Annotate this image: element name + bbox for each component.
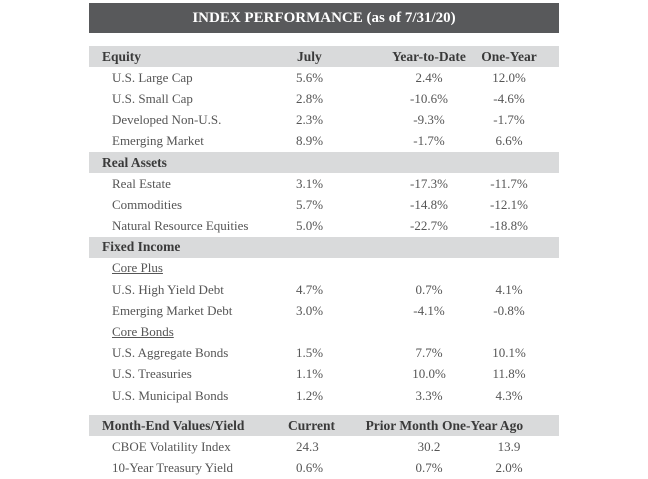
cell-col3: -12.1% [490, 196, 528, 212]
cell-col3: -11.7% [490, 175, 528, 191]
equity-header-row: Equity July Year-to-Date One-Year [89, 46, 559, 68]
cell-col2: -4.1% [413, 302, 445, 318]
cell-col2: -10.6% [410, 90, 448, 106]
cell-col1: 4.7% [296, 281, 324, 297]
row-label: Emerging Market Debt [112, 302, 233, 318]
row-label: U.S. Small Cap [112, 90, 193, 106]
col-header-prior-month: Prior Month [365, 417, 439, 433]
table-row: Commodities 5.7% -14.8% -12.1% [89, 194, 559, 215]
row-label: U.S. Municipal Bonds [112, 387, 229, 403]
subsection-label-core-plus: Core Plus [112, 260, 163, 276]
cell-col3: -4.6% [493, 90, 525, 106]
cell-col3: 13.9 [497, 438, 521, 454]
cell-col1: 2.3% [296, 112, 324, 128]
cell-col2: 7.7% [415, 345, 443, 361]
cell-col3: 2.0% [495, 460, 523, 476]
col-header-one-year: One-Year [481, 48, 537, 64]
section-label-fixed-income: Fixed Income [102, 239, 181, 255]
section-label-equity: Equity [102, 48, 142, 64]
index-performance-table: Equity July Year-to-Date One-Year U.S. L… [89, 46, 559, 479]
row-label: Real Estate [112, 175, 171, 191]
row-label: Natural Resource Equities [112, 218, 249, 234]
row-label: Emerging Market [112, 133, 204, 149]
cell-col2: -1.7% [413, 133, 445, 149]
real-assets-header-row: Real Assets [89, 151, 559, 174]
cell-col1: 5.0% [296, 218, 324, 234]
row-label: Commodities [112, 196, 183, 212]
cell-col3: -1.7% [493, 112, 525, 128]
table-row: CBOE Volatility Index 24.3 30.2 13.9 [89, 436, 559, 457]
row-label: U.S. Large Cap [112, 69, 193, 85]
cell-col2: -9.3% [413, 112, 445, 128]
cell-col3: -18.8% [490, 218, 528, 234]
table-row: U.S. Municipal Bonds 1.2% 3.3% 4.3% [89, 385, 559, 406]
cell-col2: -14.8% [410, 196, 448, 212]
table-row: 10-Year Treasury Yield 0.6% 0.7% 2.0% [89, 458, 559, 479]
row-label: U.S. High Yield Debt [112, 281, 224, 297]
row-label: 10-Year Treasury Yield [112, 460, 233, 476]
cell-col2: 3.3% [415, 387, 443, 403]
section-label-real-assets: Real Assets [102, 154, 167, 170]
cell-col3: -0.8% [493, 302, 525, 318]
cell-col2: 10.0% [412, 366, 446, 382]
table-title: INDEX PERFORMANCE (as of 7/31/20) [89, 3, 559, 33]
table-row: Emerging Market Debt 3.0% -4.1% -0.8% [89, 300, 559, 321]
cell-col2: 2.4% [415, 69, 443, 85]
table-row: U.S. High Yield Debt 4.7% 0.7% 4.1% [89, 279, 559, 300]
cell-col1: 1.5% [296, 345, 324, 361]
col-header-one-year-ago: One-Year Ago [442, 417, 524, 433]
cell-col2: 30.2 [417, 438, 441, 454]
subsection-label-core-bonds: Core Bonds [112, 324, 174, 340]
col-header-july: July [297, 48, 322, 64]
table-row: Emerging Market 8.9% -1.7% 6.6% [89, 131, 559, 152]
cell-col1: 5.6% [296, 69, 324, 85]
col-header-current: Current [288, 417, 335, 433]
spacer [89, 406, 559, 415]
subsection-core-bonds: Core Bonds [89, 321, 559, 342]
col-header-ytd: Year-to-Date [392, 48, 466, 64]
cell-col3: 4.3% [495, 387, 523, 403]
table-row: U.S. Small Cap 2.8% -10.6% -4.6% [89, 88, 559, 109]
cell-col2: -17.3% [410, 175, 448, 191]
cell-col3: 4.1% [495, 281, 523, 297]
cell-col1: 5.7% [296, 196, 324, 212]
row-label: CBOE Volatility Index [112, 438, 231, 454]
cell-col1: 0.6% [296, 460, 324, 476]
subsection-core-plus: Core Plus [89, 258, 559, 279]
cell-col1: 1.1% [296, 366, 324, 382]
cell-col1: 1.2% [296, 387, 324, 403]
cell-col3: 6.6% [495, 133, 523, 149]
table-row: U.S. Treasuries 1.1% 10.0% 11.8% [89, 364, 559, 385]
month-end-header-row: Month-End Values/Yield Current Prior Mon… [89, 415, 559, 437]
row-label: U.S. Aggregate Bonds [112, 345, 229, 361]
row-label: Developed Non-U.S. [112, 112, 222, 128]
table-row: Natural Resource Equities 5.0% -22.7% -18.8… [89, 216, 559, 237]
table-row: U.S. Large Cap 5.6% 2.4% 12.0% [89, 67, 559, 88]
section-label-month-end: Month-End Values/Yield [102, 417, 245, 433]
cell-col2: -22.7% [410, 218, 448, 234]
table-row: U.S. Aggregate Bonds 1.5% 7.7% 10.1% [89, 343, 559, 364]
cell-col1: 3.1% [296, 175, 324, 191]
cell-col3: 11.8% [492, 366, 526, 382]
table-row: Developed Non-U.S. 2.3% -9.3% -1.7% [89, 110, 559, 131]
cell-col1: 2.8% [296, 90, 324, 106]
cell-col2: 0.7% [415, 281, 443, 297]
fixed-income-header-row: Fixed Income [89, 236, 559, 258]
row-label: U.S. Treasuries [112, 366, 192, 382]
cell-col1: 3.0% [296, 302, 324, 318]
cell-col3: 10.1% [492, 345, 526, 361]
cell-col1: 24.3 [296, 438, 319, 454]
cell-col2: 0.7% [415, 460, 443, 476]
cell-col1: 8.9% [296, 133, 324, 149]
cell-col3: 12.0% [492, 69, 526, 85]
table-row: Real Estate 3.1% -17.3% -11.7% [89, 173, 559, 194]
